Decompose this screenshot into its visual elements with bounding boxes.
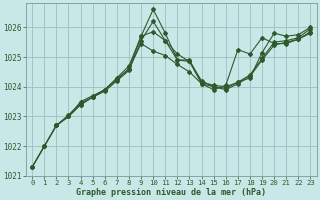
- X-axis label: Graphe pression niveau de la mer (hPa): Graphe pression niveau de la mer (hPa): [76, 188, 266, 197]
